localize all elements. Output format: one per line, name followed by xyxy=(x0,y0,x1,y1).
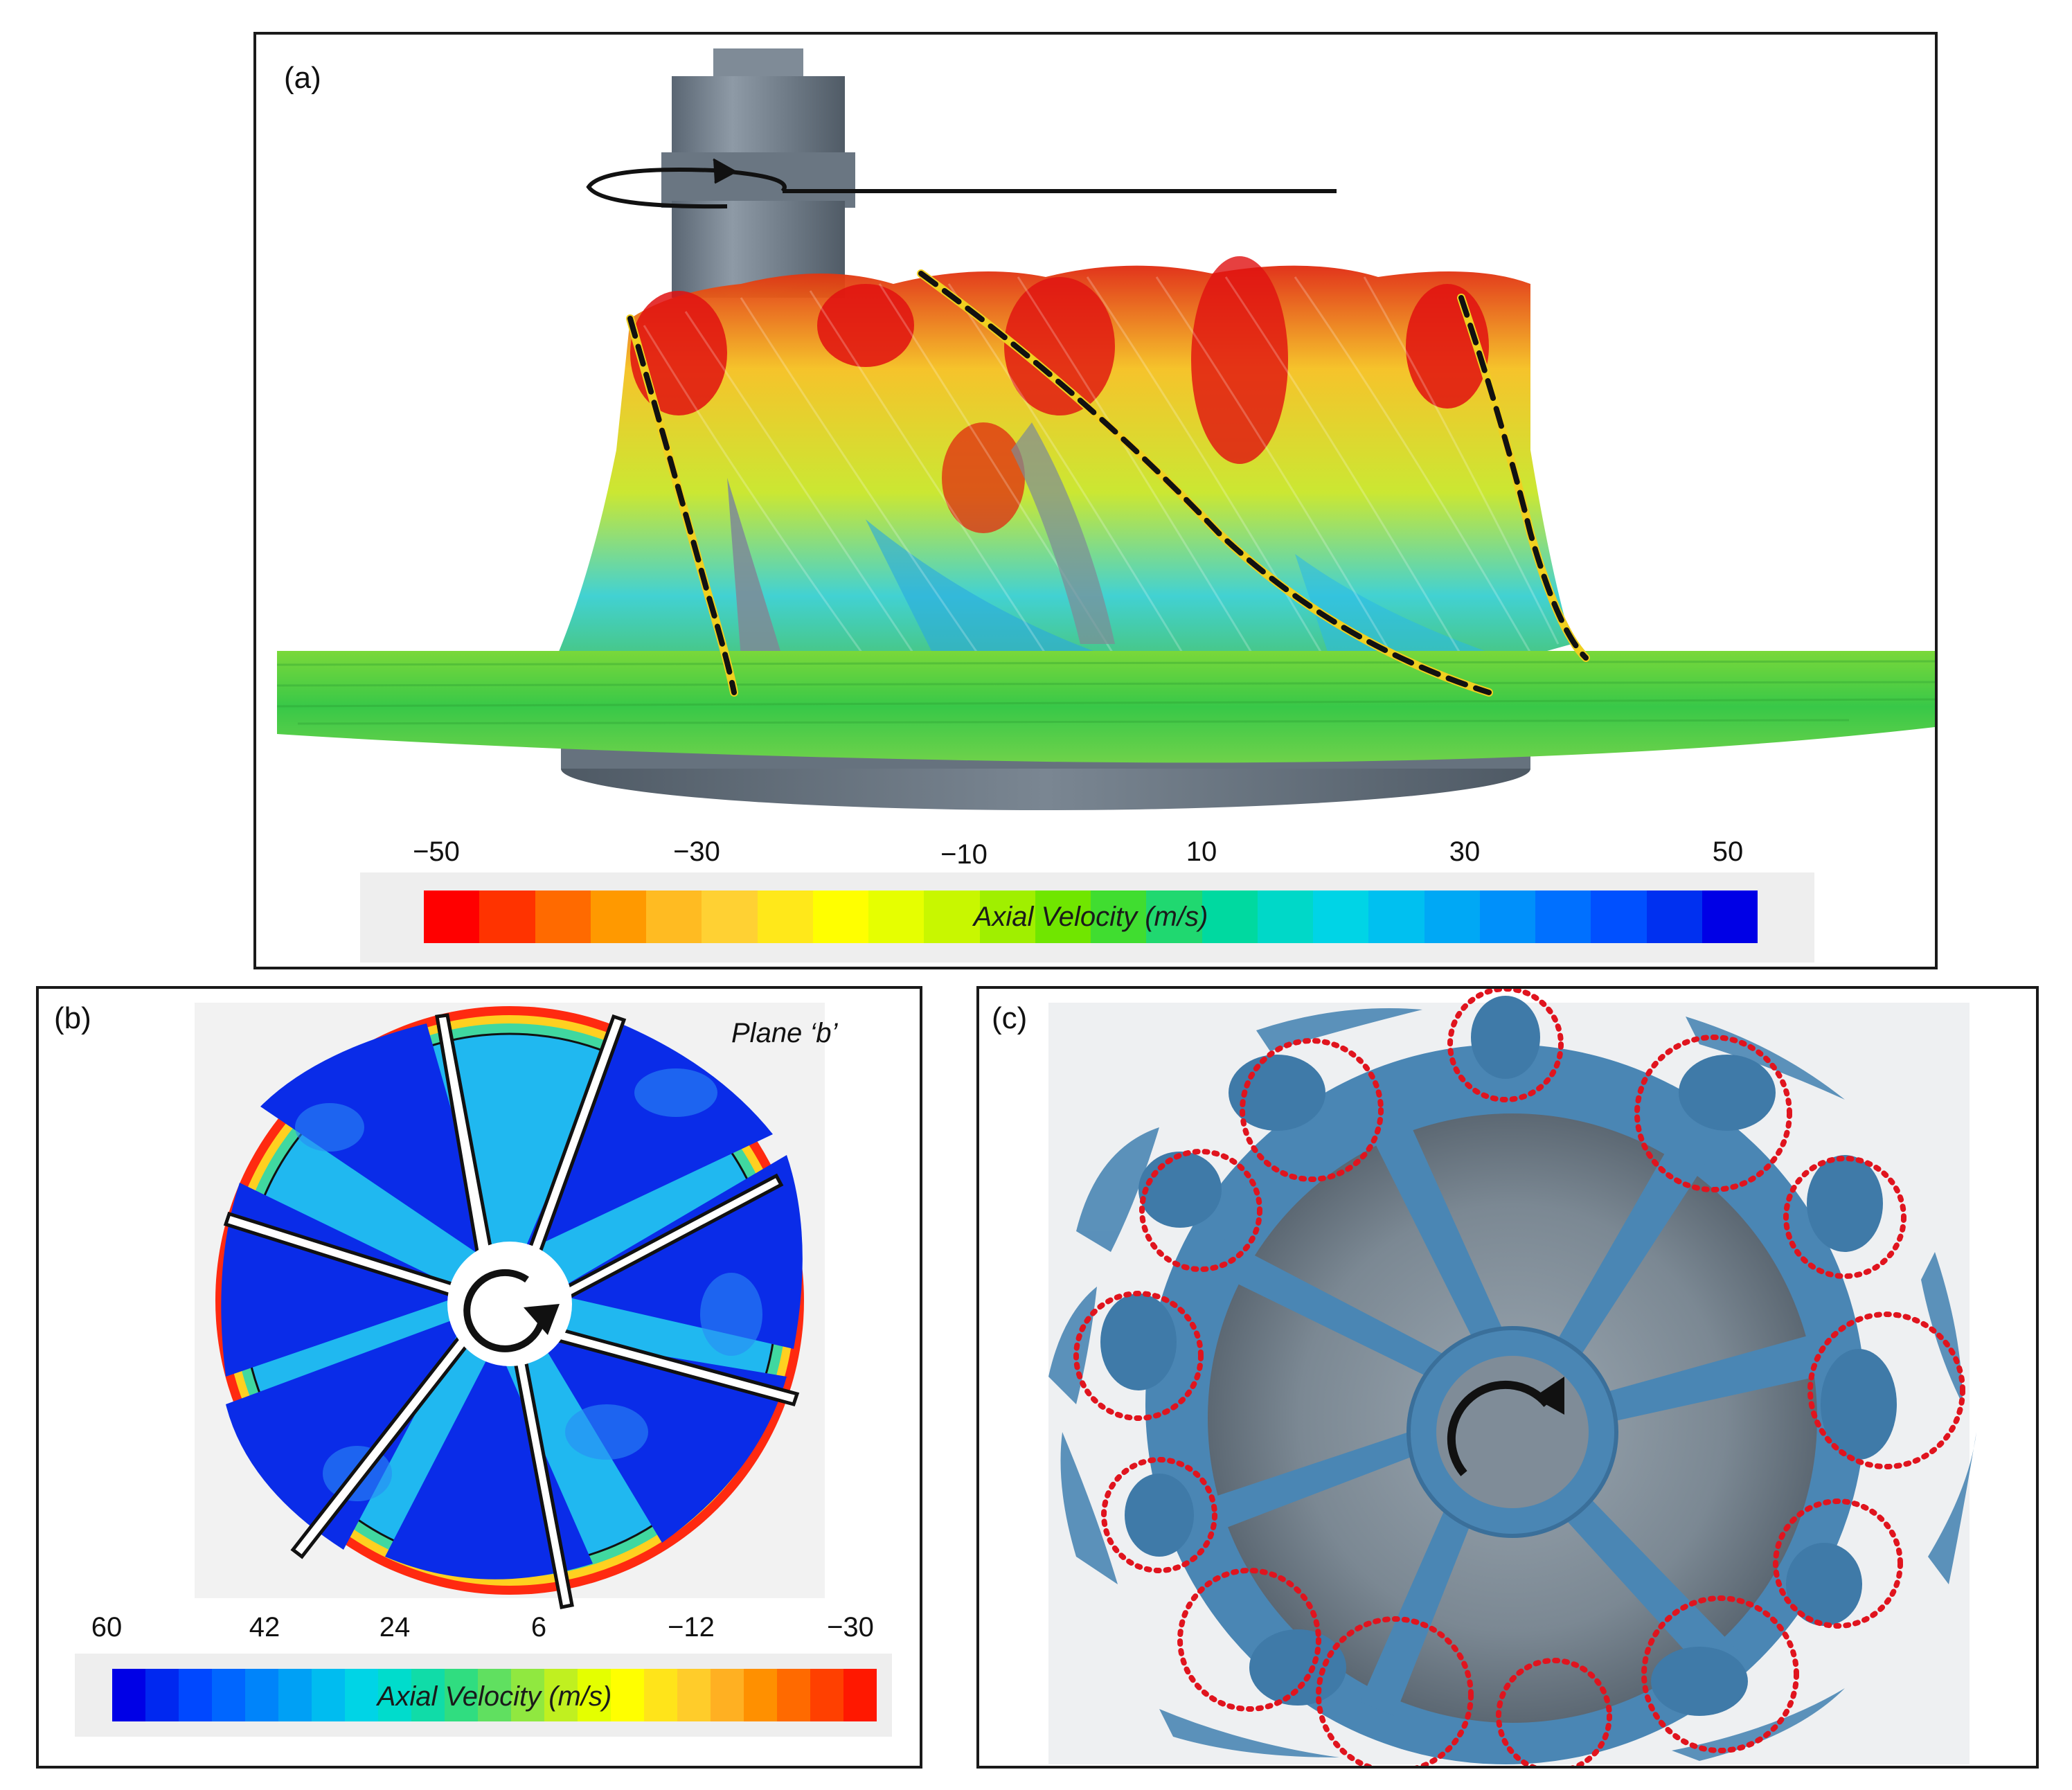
colorbar-swatch xyxy=(1313,890,1369,943)
colorbar-swatch xyxy=(810,1669,843,1721)
streamline-bundle xyxy=(547,256,1572,686)
colorbar-swatch xyxy=(1591,890,1647,943)
colorbar-b-tick: 42 xyxy=(249,1612,280,1643)
colorbar-b-tick: −12 xyxy=(668,1612,715,1643)
colorbar-swatch xyxy=(511,1669,544,1721)
colorbar-swatch xyxy=(868,890,925,943)
panel-label-a: (a) xyxy=(284,61,321,95)
shaft xyxy=(661,48,855,298)
colorbar-swatch xyxy=(145,1669,179,1721)
colorbar-swatch xyxy=(544,1669,578,1721)
colorbar-swatch xyxy=(278,1669,312,1721)
colorbar-swatch xyxy=(843,1669,877,1721)
colorbar-a-tick: 30 xyxy=(1449,836,1481,867)
colorbar-swatch xyxy=(711,1669,744,1721)
impeller-blades xyxy=(223,1013,800,1609)
colorbar-b-tick: 24 xyxy=(379,1612,411,1643)
colorbar-swatch xyxy=(744,1669,777,1721)
colorbar-swatch xyxy=(677,1669,711,1721)
colorbar-swatch xyxy=(479,890,535,943)
colorbar-swatch xyxy=(1368,890,1424,943)
colorbar-swatch xyxy=(812,890,868,943)
colorbar-a-tick: 10 xyxy=(1186,836,1217,867)
plane-b-contour xyxy=(195,1003,825,1609)
rotation-arrow-icon xyxy=(463,1269,560,1352)
colorbar-a-tick: 50 xyxy=(1712,836,1744,867)
colorbar-swatch xyxy=(478,1669,511,1721)
colorbar-b-strip xyxy=(112,1669,877,1721)
colorbar-b-title: Axial Velocity (m/s) xyxy=(377,1681,612,1712)
colorbar-a: Axial Velocity (m/s) xyxy=(360,872,1814,963)
colorbar-a-tick: −50 xyxy=(413,836,460,867)
colorbar-swatch xyxy=(1146,890,1202,943)
colorbar-a-title: Axial Velocity (m/s) xyxy=(973,902,1208,932)
panel-c: (c) xyxy=(976,986,2039,1769)
colorbar-swatch xyxy=(212,1669,245,1721)
colorbar-a-tick: −30 xyxy=(673,836,720,867)
colorbar-swatch xyxy=(924,890,980,943)
colorbar-swatch xyxy=(979,890,1035,943)
colorbar-swatch xyxy=(646,890,702,943)
colorbar-swatch xyxy=(1202,890,1258,943)
colorbar-swatch xyxy=(1035,890,1091,943)
panel-b: (b) Plane ‘b’ Axial Velocity (m/s) 60 42… xyxy=(36,986,922,1769)
colorbar-swatch xyxy=(112,1669,145,1721)
impeller-streamline-view xyxy=(276,48,1935,810)
colorbar-swatch xyxy=(1702,890,1758,943)
rotation-arrow-icon xyxy=(586,158,1337,209)
colorbar-a-strip xyxy=(424,890,1758,943)
colorbar-swatch xyxy=(445,1669,478,1721)
colorbar-swatch xyxy=(777,1669,810,1721)
colorbar-b-tick: −30 xyxy=(827,1612,874,1643)
blade-edge-overlays xyxy=(626,269,1590,697)
plane-label: Plane ‘b’ xyxy=(731,1018,838,1048)
colorbar-swatch xyxy=(1535,890,1591,943)
colorbar-swatch xyxy=(179,1669,212,1721)
colorbar-swatch xyxy=(378,1669,411,1721)
colorbar-swatch xyxy=(590,890,646,943)
colorbar-swatch xyxy=(345,1669,378,1721)
colorbar-swatch xyxy=(1479,890,1535,943)
colorbar-swatch xyxy=(1257,890,1313,943)
colorbar-a-tick: −10 xyxy=(940,839,988,870)
vortex-markers xyxy=(1073,989,1965,1766)
colorbar-b-tick: 60 xyxy=(91,1612,123,1643)
colorbar-swatch xyxy=(312,1669,345,1721)
colorbar-b: Axial Velocity (m/s) xyxy=(75,1654,892,1737)
colorbar-swatch xyxy=(245,1669,278,1721)
colorbar-swatch xyxy=(411,1669,445,1721)
panel-a: (a) Axial Velocity (m/s) −50 −30 −10 10 … xyxy=(253,32,1938,969)
colorbar-swatch xyxy=(644,1669,677,1721)
colorbar-swatch xyxy=(702,890,758,943)
rotation-arrow-icon xyxy=(1447,1377,1564,1476)
colorbar-b-tick: 6 xyxy=(530,1612,547,1643)
streamline-disc xyxy=(276,651,1935,763)
panel-label-b: (b) xyxy=(54,1001,91,1035)
colorbar-swatch xyxy=(1424,890,1480,943)
colorbar-swatch xyxy=(578,1669,611,1721)
colorbar-swatch xyxy=(424,890,480,943)
colorbar-swatch xyxy=(535,890,591,943)
colorbar-swatch xyxy=(1091,890,1147,943)
colorbar-swatch xyxy=(1646,890,1702,943)
colorbar-swatch xyxy=(611,1669,644,1721)
colorbar-swatch xyxy=(757,890,813,943)
vortex-isosurface-view xyxy=(1048,989,1976,1766)
panel-label-c: (c) xyxy=(992,1001,1028,1035)
